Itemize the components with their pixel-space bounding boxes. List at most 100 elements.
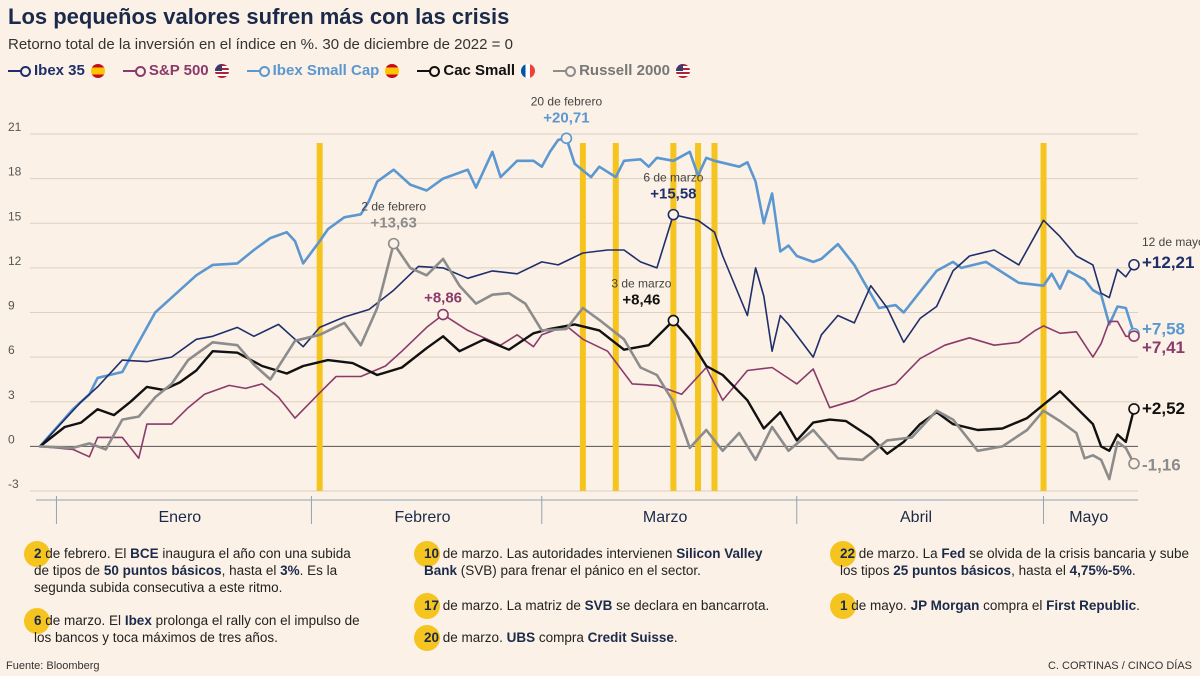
legend-label: Ibex 35 bbox=[34, 62, 85, 79]
note-text: se olvida de la crisis bancaria y sube l… bbox=[840, 546, 1189, 578]
legend-label: Cac Small bbox=[443, 62, 516, 79]
series-line bbox=[39, 213, 1135, 448]
peak-date-label: 6 de marzo bbox=[643, 171, 703, 185]
y-tick-label: 15 bbox=[8, 209, 22, 223]
note-text: First Republic bbox=[1046, 598, 1137, 613]
note-text: de marzo bbox=[41, 613, 102, 628]
event-bar bbox=[1040, 143, 1047, 491]
event-bar bbox=[695, 143, 702, 491]
y-tick-label: 12 bbox=[8, 254, 22, 268]
legend: Ibex 35 S&P 500 Ibex Small Cap Cac Small Rus… bbox=[8, 62, 690, 79]
y-tick-label: 0 bbox=[8, 432, 15, 446]
note-text: de febrero bbox=[41, 546, 107, 561]
series-line bbox=[39, 313, 1135, 460]
note-text: inaugura el año con una subida de tipos … bbox=[34, 546, 351, 578]
note-day: 2 bbox=[34, 546, 42, 561]
month-label: Enero bbox=[158, 509, 201, 526]
note-text: 3% bbox=[280, 563, 300, 578]
note-text: . El bbox=[101, 613, 125, 628]
legend-label: Ibex Small Cap bbox=[272, 62, 380, 79]
flag-fr-icon bbox=[521, 63, 536, 78]
note-svb: 10 de marzo. Las autoridades intervienen… bbox=[414, 541, 794, 579]
peak-value-label: +15,58 bbox=[650, 186, 696, 203]
event-bar bbox=[711, 143, 718, 491]
note-text: se declara en bancarrota. bbox=[612, 598, 770, 613]
month-label: Febrero bbox=[394, 509, 450, 526]
note-text: . La bbox=[915, 546, 942, 561]
y-tick-label: -3 bbox=[8, 477, 19, 491]
y-tick-label: 9 bbox=[8, 299, 15, 313]
note-text: , hasta el bbox=[1011, 563, 1070, 578]
month-label: Abril bbox=[900, 509, 932, 526]
peak-value-label: +13,63 bbox=[371, 215, 417, 232]
end-value-label: +7,41 bbox=[1142, 338, 1185, 357]
note-jpmorgan: 1 de mayo. JP Morgan compra el First Rep… bbox=[830, 593, 1190, 619]
note-day: 1 bbox=[840, 598, 848, 613]
note-text: , hasta el bbox=[221, 563, 281, 578]
peak-marker bbox=[667, 314, 680, 327]
legend-item: Ibex 35 bbox=[8, 62, 105, 79]
note-day: 10 bbox=[424, 546, 440, 561]
peak-date-label: 3 de marzo bbox=[611, 277, 671, 291]
note-text: SVB bbox=[584, 598, 613, 613]
series-line bbox=[38, 242, 1136, 481]
peak-value-label: +20,71 bbox=[543, 109, 589, 126]
note-text: 4,75%-5% bbox=[1069, 563, 1132, 578]
peak-date-label: 20 de febrero bbox=[531, 94, 603, 108]
note-text: JP Morgan bbox=[910, 598, 980, 613]
peak-marker bbox=[560, 132, 573, 145]
legend-swatch bbox=[246, 65, 270, 77]
legend-swatch bbox=[553, 65, 577, 77]
peak-value-label: +8,46 bbox=[622, 292, 660, 309]
end-marker bbox=[1128, 457, 1140, 470]
series-line bbox=[38, 137, 1136, 448]
source-note: Fuente: Bloomberg bbox=[6, 660, 100, 672]
note-text: compra el bbox=[979, 598, 1047, 613]
legend-item: Ibex Small Cap bbox=[246, 62, 400, 79]
end-date-label: 12 de mayo bbox=[1142, 235, 1200, 249]
note-text: de marzo bbox=[439, 598, 500, 613]
note-text: . Las autoridades intervienen bbox=[499, 546, 677, 561]
event-bar bbox=[612, 143, 619, 491]
note-text: Fed bbox=[941, 546, 966, 561]
note-text: 25 puntos básicos bbox=[893, 563, 1012, 578]
legend-swatch bbox=[122, 65, 146, 77]
note-text: . bbox=[499, 630, 507, 645]
series-line bbox=[38, 319, 1136, 455]
end-marker bbox=[1128, 258, 1140, 271]
note-text: compra bbox=[535, 630, 588, 645]
note-text: Silicon Valley Bank bbox=[424, 546, 763, 578]
note-text: de marzo bbox=[855, 546, 916, 561]
note-text: . bbox=[1136, 598, 1140, 613]
note-text: de mayo bbox=[847, 598, 904, 613]
flag-us-icon bbox=[675, 63, 690, 78]
legend-label: Russell 2000 bbox=[579, 62, 670, 79]
note-text: BCE bbox=[130, 546, 159, 561]
note-day: 20 bbox=[424, 630, 440, 645]
end-value-label: +7,58 bbox=[1142, 320, 1185, 339]
end-value-label: -1,16 bbox=[1142, 456, 1181, 475]
chart-subtitle: Retorno total de la inversión en el índi… bbox=[8, 36, 513, 53]
note-text: . bbox=[673, 630, 678, 645]
note-text: 50 puntos básicos bbox=[103, 563, 222, 578]
month-label: Marzo bbox=[643, 509, 688, 526]
note-text: . El bbox=[106, 546, 131, 561]
note-text: Credit Suisse bbox=[587, 630, 674, 645]
note-day: 22 bbox=[840, 546, 856, 561]
note-day: 6 bbox=[34, 613, 42, 628]
note-text: . bbox=[1131, 563, 1136, 578]
end-marker bbox=[1128, 330, 1140, 342]
note-text: Ibex bbox=[124, 613, 152, 628]
legend-item: S&P 500 bbox=[122, 62, 229, 79]
chart-title: Los pequeños valores sufren más con las … bbox=[8, 4, 510, 29]
legend-swatch bbox=[417, 65, 441, 77]
note-day: 17 bbox=[424, 598, 440, 613]
y-tick-label: 3 bbox=[8, 388, 15, 402]
legend-item: Cac Small bbox=[417, 62, 536, 79]
note-ibex: 6 de marzo. El Ibex prolonga el rally co… bbox=[24, 608, 364, 646]
end-marker bbox=[1128, 403, 1140, 415]
note-text: . bbox=[903, 598, 911, 613]
note-ubs: 20 de marzo. UBS compra Credit Suisse. bbox=[414, 625, 794, 651]
legend-label: S&P 500 bbox=[148, 62, 209, 79]
y-tick-label: 6 bbox=[8, 343, 15, 357]
